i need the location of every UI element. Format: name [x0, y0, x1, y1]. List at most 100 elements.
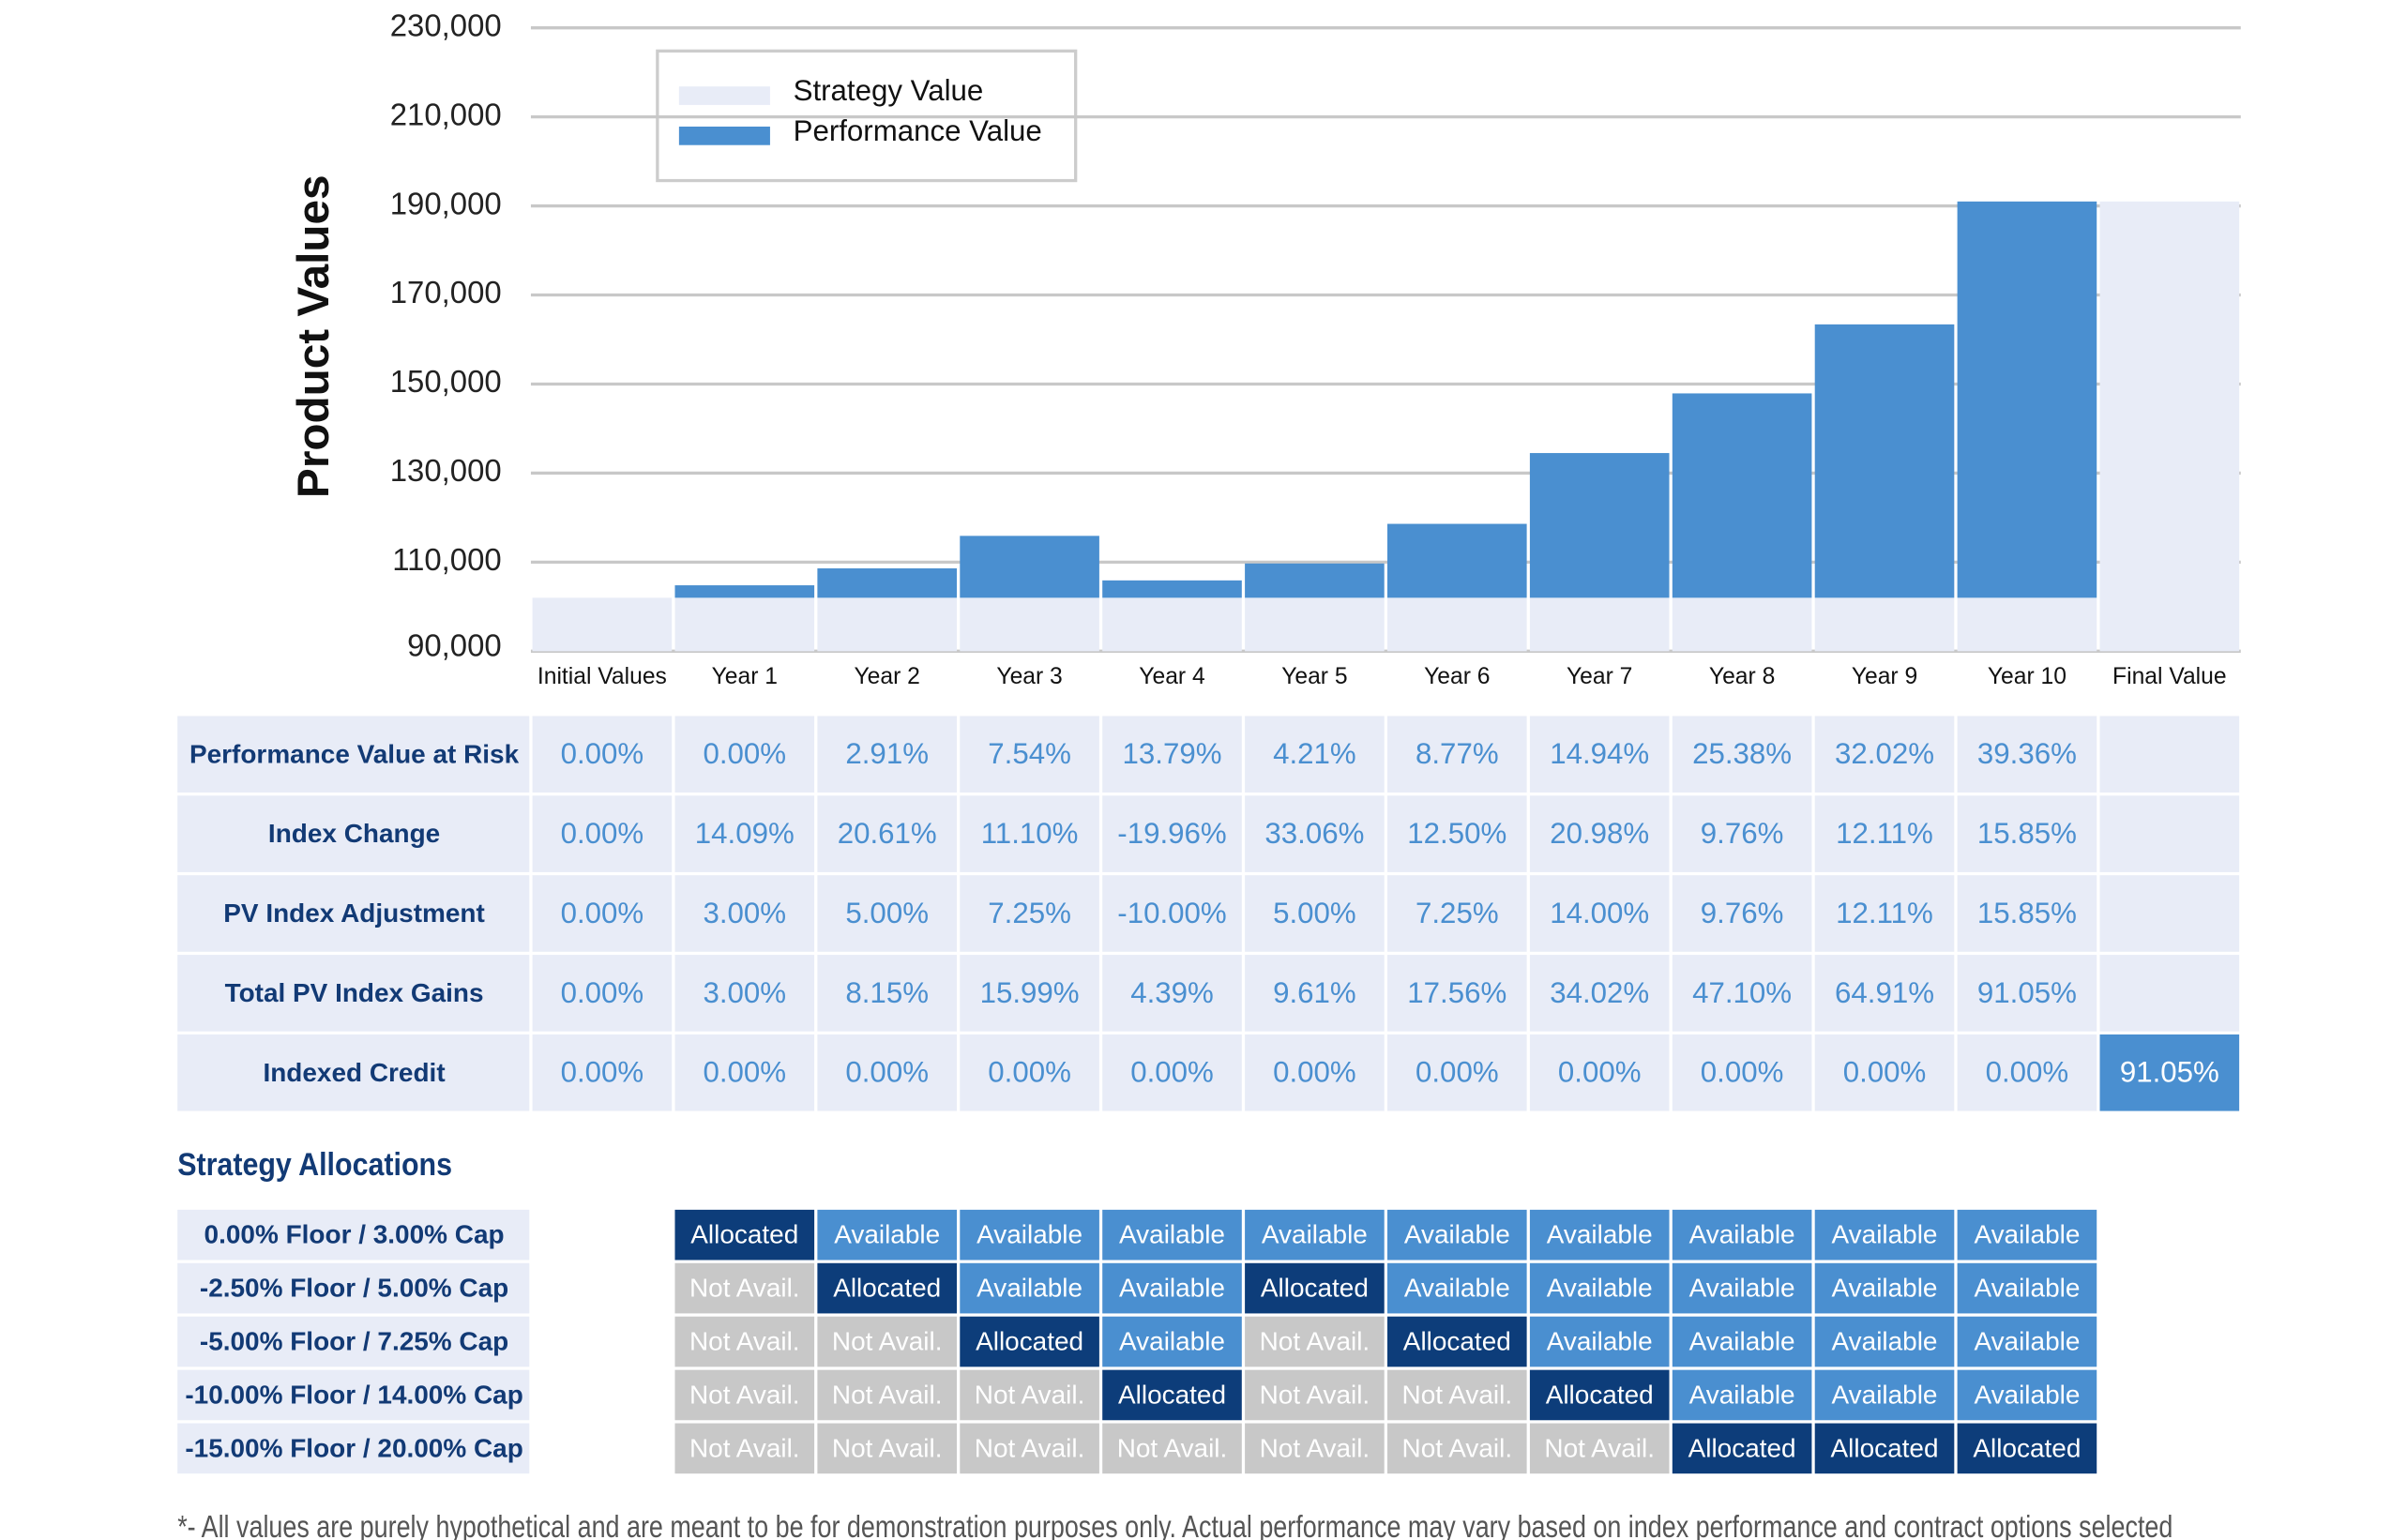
- allocation-status: Available: [1404, 1220, 1510, 1249]
- allocation-cell: [1245, 1316, 1385, 1367]
- x-tick-label: Year 5: [1281, 664, 1347, 689]
- bar: [1102, 597, 1242, 652]
- table-value: 0.00%: [1986, 1056, 2069, 1089]
- allocation-cell: [1245, 1423, 1385, 1474]
- table-value: 0.00%: [1558, 1056, 1642, 1089]
- allocation-status: Allocated: [1973, 1433, 2081, 1462]
- legend-swatch: [678, 126, 770, 145]
- allocation-status: Allocated: [833, 1274, 941, 1303]
- allocation-label-cell: [177, 1262, 530, 1314]
- table-cell: [960, 1034, 1099, 1111]
- table-cell: [960, 795, 1099, 872]
- table-cell: [1245, 795, 1385, 872]
- footnote: *- All values are purely hypothetical an…: [177, 1509, 2172, 1540]
- allocation-cell: [1814, 1369, 1955, 1421]
- allocation-cell: [1245, 1262, 1385, 1314]
- allocation-status: Not Avail.: [1260, 1433, 1370, 1462]
- allocation-status: Allocated: [1546, 1380, 1654, 1409]
- table-cell: [532, 1034, 673, 1111]
- table-value: 20.98%: [1550, 817, 1649, 850]
- allocation-status: Not Avail.: [689, 1274, 800, 1303]
- x-tick-label: Year 1: [712, 664, 778, 689]
- table-cell: [1814, 795, 1955, 872]
- allocation-status: Not Avail.: [1260, 1380, 1370, 1409]
- allocation-cell: [1529, 1209, 1670, 1261]
- allocation-cell: [1814, 1316, 1955, 1367]
- table-cell: [1102, 1034, 1242, 1111]
- allocation-status: Not Avail.: [689, 1433, 800, 1462]
- table-cell: [674, 716, 815, 793]
- y-tick-label: 130,000: [390, 453, 502, 488]
- table-value: 9.76%: [1701, 817, 1784, 850]
- table-cell: [1814, 875, 1955, 952]
- table-cell: [1814, 716, 1955, 793]
- table-cell: [1957, 1034, 2097, 1111]
- y-tick-label: 190,000: [390, 186, 502, 220]
- table-cell: [1957, 955, 2097, 1032]
- allocation-cell: [674, 1423, 815, 1474]
- table-cell: [1529, 795, 1670, 872]
- table-value: -19.96%: [1117, 817, 1226, 850]
- allocation-status: Available: [976, 1220, 1082, 1249]
- table-value: 12.50%: [1407, 817, 1506, 850]
- allocation-cell: [1102, 1209, 1242, 1261]
- allocation-status: Allocated: [976, 1327, 1083, 1356]
- table-cell: [1957, 795, 2097, 872]
- y-tick-label: 110,000: [392, 542, 501, 577]
- allocation-cell: [1102, 1369, 1242, 1421]
- bar: [1102, 580, 1242, 598]
- row-label: Indexed Credit: [263, 1058, 445, 1087]
- table-value: 33.06%: [1264, 817, 1364, 850]
- table-value: 8.15%: [845, 976, 929, 1009]
- table-value: 0.00%: [703, 1056, 786, 1089]
- table-cell: [2099, 955, 2240, 1032]
- table-cell: [1245, 955, 1385, 1032]
- table-value: 3.00%: [703, 976, 786, 1009]
- allocation-cell: [1387, 1423, 1527, 1474]
- x-tick-label: Year 3: [996, 664, 1062, 689]
- allocation-status: Available: [1119, 1274, 1225, 1303]
- table-cell: [1529, 955, 1670, 1032]
- x-tick-label: Initial Values: [537, 664, 667, 689]
- legend-label: Strategy Value: [794, 74, 984, 107]
- bar: [1957, 597, 2097, 652]
- allocation-status: Available: [1974, 1327, 2080, 1356]
- table-value: 0.00%: [703, 737, 786, 770]
- table-value: 14.09%: [695, 817, 795, 850]
- table-value: 3.00%: [703, 897, 786, 929]
- bar: [960, 536, 1099, 598]
- table-value: 34.02%: [1550, 976, 1649, 1009]
- allocation-status: Available: [1832, 1327, 1938, 1356]
- table-value: 14.00%: [1550, 897, 1649, 929]
- x-tick-label: Year 2: [854, 664, 919, 689]
- table-cell: [674, 1034, 815, 1111]
- allocation-cell: [1102, 1316, 1242, 1367]
- table-value: 11.10%: [981, 817, 1079, 850]
- allocation-status: Available: [1689, 1327, 1795, 1356]
- table-cell: [1102, 795, 1242, 872]
- allocation-cell: [960, 1369, 1099, 1421]
- table-cell: [1387, 795, 1527, 872]
- table-cell: [1102, 955, 1242, 1032]
- allocation-status: Available: [1974, 1274, 2080, 1303]
- table-cell: [674, 795, 815, 872]
- allocation-label: -5.00% Floor / 7.25% Cap: [200, 1327, 508, 1356]
- legend-label: Performance Value: [794, 114, 1042, 147]
- bar: [960, 597, 1099, 652]
- table-cell: [2099, 795, 2240, 872]
- allocation-status: Not Avail.: [975, 1380, 1085, 1409]
- bar: [1245, 563, 1385, 598]
- table-cell: [960, 875, 1099, 952]
- allocation-status: Allocated: [1261, 1274, 1369, 1303]
- allocation-cell: [1102, 1423, 1242, 1474]
- bar: [2099, 201, 2240, 652]
- table-cell: [1672, 716, 1812, 793]
- y-tick-label: 90,000: [407, 628, 502, 663]
- y-axis-label: Product Values: [289, 174, 339, 498]
- allocation-cell: [1529, 1423, 1670, 1474]
- allocation-status: Allocated: [1688, 1433, 1796, 1462]
- table-cell: [960, 955, 1099, 1032]
- x-tick-label: Year 9: [1852, 664, 1917, 689]
- allocation-cell: [1957, 1209, 2097, 1261]
